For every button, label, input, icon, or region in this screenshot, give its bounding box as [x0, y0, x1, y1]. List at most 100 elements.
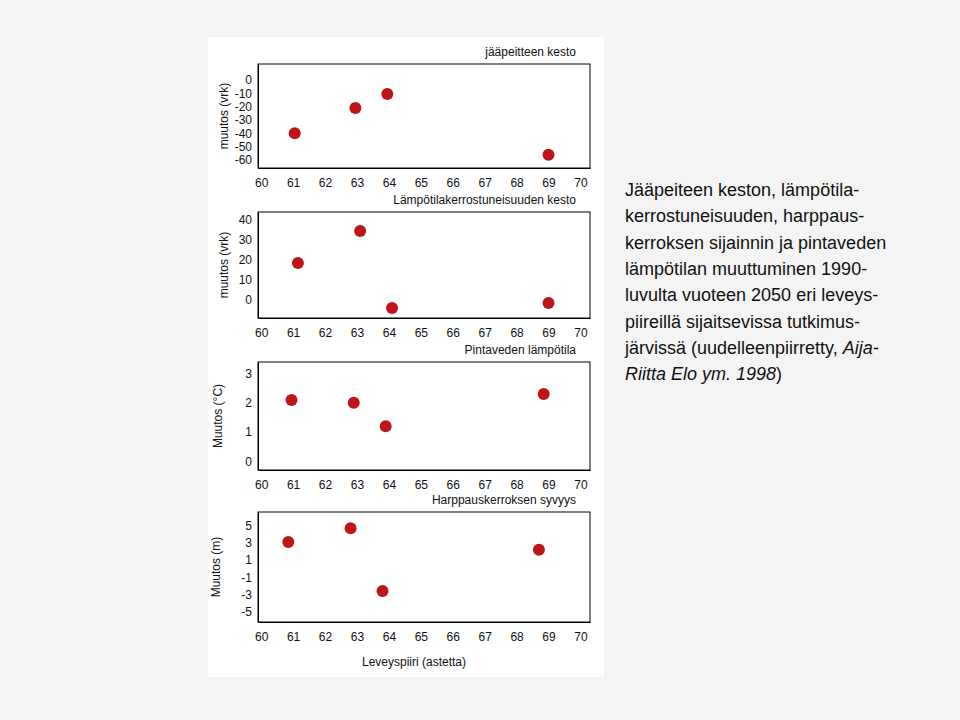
- caption-text: kerrostuneisuuden, harppaus-: [625, 206, 864, 226]
- x-tick: 67: [478, 622, 492, 644]
- caption-text: kerroksen sijainnin ja pintaveden: [625, 233, 886, 253]
- plot-frame: [258, 362, 590, 470]
- x-tick: 60: [255, 318, 269, 340]
- axis-line: [259, 470, 591, 471]
- y-tick-label: -30: [235, 113, 253, 127]
- point: [348, 397, 360, 409]
- y-tick-label: 10: [239, 273, 253, 287]
- x-tick-label: 68: [510, 478, 524, 492]
- y-tick: 5: [245, 519, 258, 533]
- x-tick: 64: [383, 318, 397, 340]
- caption-text: Jääpeiteen keston, lämpötila-: [625, 180, 859, 200]
- x-tick: 63: [351, 168, 365, 190]
- y-tick: -5: [241, 605, 258, 619]
- x-tick-label: 67: [478, 176, 492, 190]
- x-tick-label: 68: [510, 630, 524, 644]
- y-tick-label: 2: [245, 396, 252, 410]
- point: [286, 394, 298, 406]
- axis-line: [258, 65, 259, 169]
- y-tick: 3: [245, 367, 258, 381]
- x-tick: 68: [510, 470, 524, 492]
- point: [543, 297, 555, 309]
- axis-line: [258, 513, 259, 623]
- x-tick-label: 63: [351, 478, 365, 492]
- x-tick: 60: [255, 168, 269, 190]
- y-tick: 1: [245, 553, 258, 567]
- x-tick-label: 60: [255, 176, 269, 190]
- y-tick-label: 0: [245, 455, 252, 469]
- x-tick-label: 62: [319, 478, 333, 492]
- y-tick: -50: [235, 140, 258, 154]
- panel: 531-1-3-56061626364656667686970Harppausk…: [209, 493, 591, 669]
- x-tick-label: 61: [287, 176, 301, 190]
- figure-background: [208, 37, 604, 677]
- y-axis-title: muutos (vrk): [217, 83, 231, 150]
- y-tick-label: -20: [235, 100, 253, 114]
- y-tick-label: 40: [239, 213, 253, 227]
- x-tick-label: 66: [447, 478, 461, 492]
- y-tick-label: -50: [235, 140, 253, 154]
- x-tick-label: 67: [478, 630, 492, 644]
- caption-text: järvissä (uudelleenpiirretty,: [624, 338, 843, 358]
- x-tick: 65: [415, 470, 429, 492]
- y-tick: -40: [235, 127, 258, 141]
- x-tick: 61: [287, 622, 301, 644]
- point: [533, 544, 545, 556]
- x-tick: 69: [542, 168, 556, 190]
- point: [538, 388, 550, 400]
- y-tick: -10: [235, 87, 258, 101]
- x-tick: 63: [351, 470, 365, 492]
- x-tick-label: 69: [542, 176, 556, 190]
- x-tick: 62: [319, 168, 333, 190]
- x-tick: 70: [574, 168, 588, 190]
- point: [380, 420, 392, 432]
- x-tick: 62: [319, 622, 333, 644]
- point: [377, 585, 389, 597]
- caption-text: Aija-: [842, 338, 879, 358]
- x-axis-title: Leveyspiiri (astetta): [362, 655, 466, 669]
- point: [381, 88, 393, 100]
- y-tick-label: 3: [245, 367, 252, 381]
- x-tick: 65: [415, 622, 429, 644]
- y-tick-label: 0: [245, 73, 252, 87]
- axis-line: [258, 363, 259, 471]
- x-tick: 66: [447, 318, 461, 340]
- x-tick: 68: [510, 622, 524, 644]
- x-tick: 61: [287, 168, 301, 190]
- y-tick: -1: [241, 571, 258, 585]
- x-tick: 67: [478, 470, 492, 492]
- y-tick: 30: [239, 233, 258, 247]
- panel: 0102030406061626364656667686970Lämpötila…: [217, 193, 591, 340]
- x-tick: 70: [574, 622, 588, 644]
- plot-frame: [258, 212, 590, 318]
- y-tick-label: -40: [235, 127, 253, 141]
- y-tick-label: -10: [235, 87, 253, 101]
- x-tick-label: 61: [287, 478, 301, 492]
- x-tick: 66: [447, 168, 461, 190]
- plot-frame: [258, 64, 590, 168]
- y-axis: 010203040: [239, 213, 259, 319]
- panel-title: Harppauskerroksen syvyys: [432, 493, 576, 507]
- point: [349, 102, 361, 114]
- y-tick: 2: [245, 396, 258, 410]
- x-tick: 65: [415, 318, 429, 340]
- y-tick: 1: [245, 425, 258, 439]
- x-tick: 62: [319, 318, 333, 340]
- x-tick-label: 65: [415, 478, 429, 492]
- y-tick: 10: [239, 273, 258, 287]
- x-tick: 69: [542, 470, 556, 492]
- x-tick: 66: [447, 622, 461, 644]
- caption: Jääpeiteen keston, lämpötila-kerrostunei…: [624, 180, 886, 384]
- points: [289, 88, 555, 161]
- y-axis-title: Muutos (°C): [211, 384, 225, 448]
- x-tick-label: 66: [447, 326, 461, 340]
- x-tick: 67: [478, 318, 492, 340]
- points: [282, 522, 545, 597]
- x-tick-label: 64: [383, 176, 397, 190]
- x-tick-label: 62: [319, 630, 333, 644]
- x-tick-label: 64: [383, 326, 397, 340]
- caption-text: lämpötilan muuttuminen 1990-: [625, 259, 867, 279]
- points: [286, 388, 550, 432]
- x-tick-label: 60: [255, 326, 269, 340]
- caption-text: luvulta vuoteen 2050 eri leveys-: [625, 285, 878, 305]
